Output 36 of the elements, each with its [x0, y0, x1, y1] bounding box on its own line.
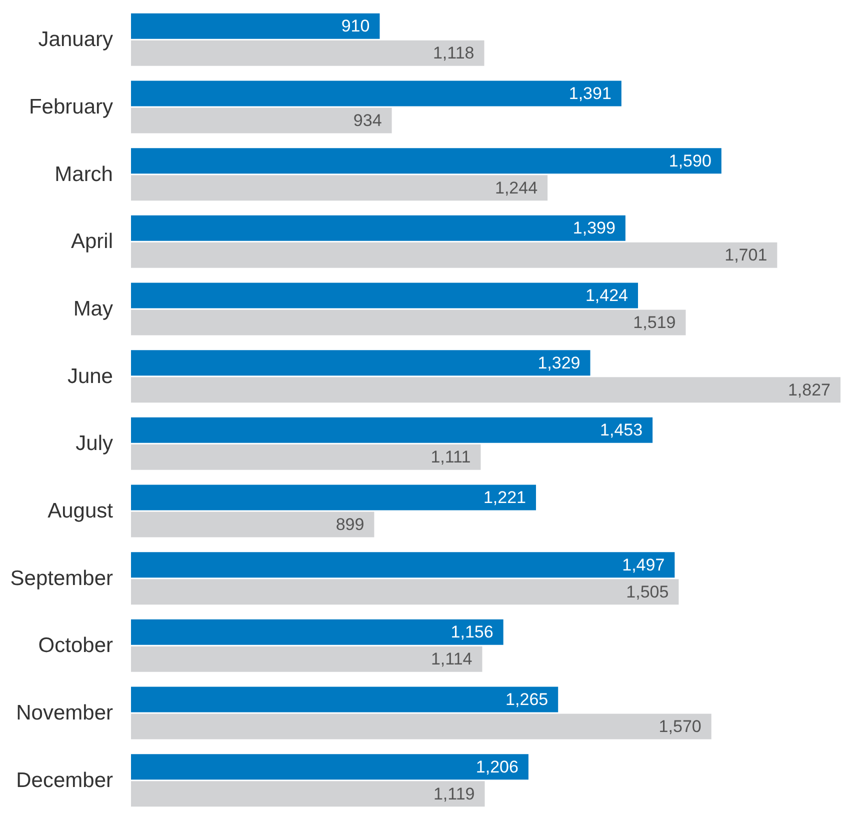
- data-label: 910: [341, 16, 370, 36]
- data-label: 1,519: [633, 313, 676, 332]
- y-tick-label: December: [16, 768, 113, 792]
- data-label: 1,118: [432, 44, 474, 63]
- y-tick-label: October: [38, 634, 114, 658]
- data-label: 1,265: [506, 690, 548, 709]
- data-label: 1,244: [495, 178, 538, 198]
- data-label: 1,701: [724, 246, 768, 265]
- data-label: 1,399: [572, 218, 616, 238]
- data-label: 1,111: [430, 448, 471, 467]
- data-label: 1,119: [433, 784, 475, 804]
- data-label: 1,329: [538, 353, 580, 372]
- data-label: 1,570: [658, 717, 702, 736]
- data-label: 1,505: [626, 582, 669, 602]
- y-tick-label: July: [76, 432, 114, 456]
- y-tick-label: September: [10, 566, 113, 590]
- data-label: 1,156: [450, 622, 494, 642]
- y-tick-label: June: [67, 364, 113, 388]
- data-label: 1,221: [483, 488, 526, 507]
- y-tick-label: May: [73, 298, 114, 320]
- data-label: 1,424: [585, 286, 628, 305]
- data-label: 1,590: [668, 151, 712, 170]
- data-label: 1,206: [476, 757, 518, 776]
- data-label: 1,827: [788, 380, 830, 400]
- data-label: 934: [353, 111, 382, 130]
- y-tick-label: August: [48, 500, 114, 522]
- y-tick-label: March: [54, 162, 113, 186]
- y-tick-label: November: [16, 702, 113, 724]
- data-label: 1,391: [568, 84, 612, 103]
- data-label: 1,453: [600, 420, 643, 440]
- data-label: 1,497: [622, 555, 665, 574]
- y-tick-label: February: [28, 96, 114, 118]
- y-tick-label: April: [70, 230, 113, 254]
- data-label: 1,114: [430, 650, 472, 669]
- y-tick-label: January: [38, 28, 114, 52]
- data-label: 899: [336, 515, 364, 534]
